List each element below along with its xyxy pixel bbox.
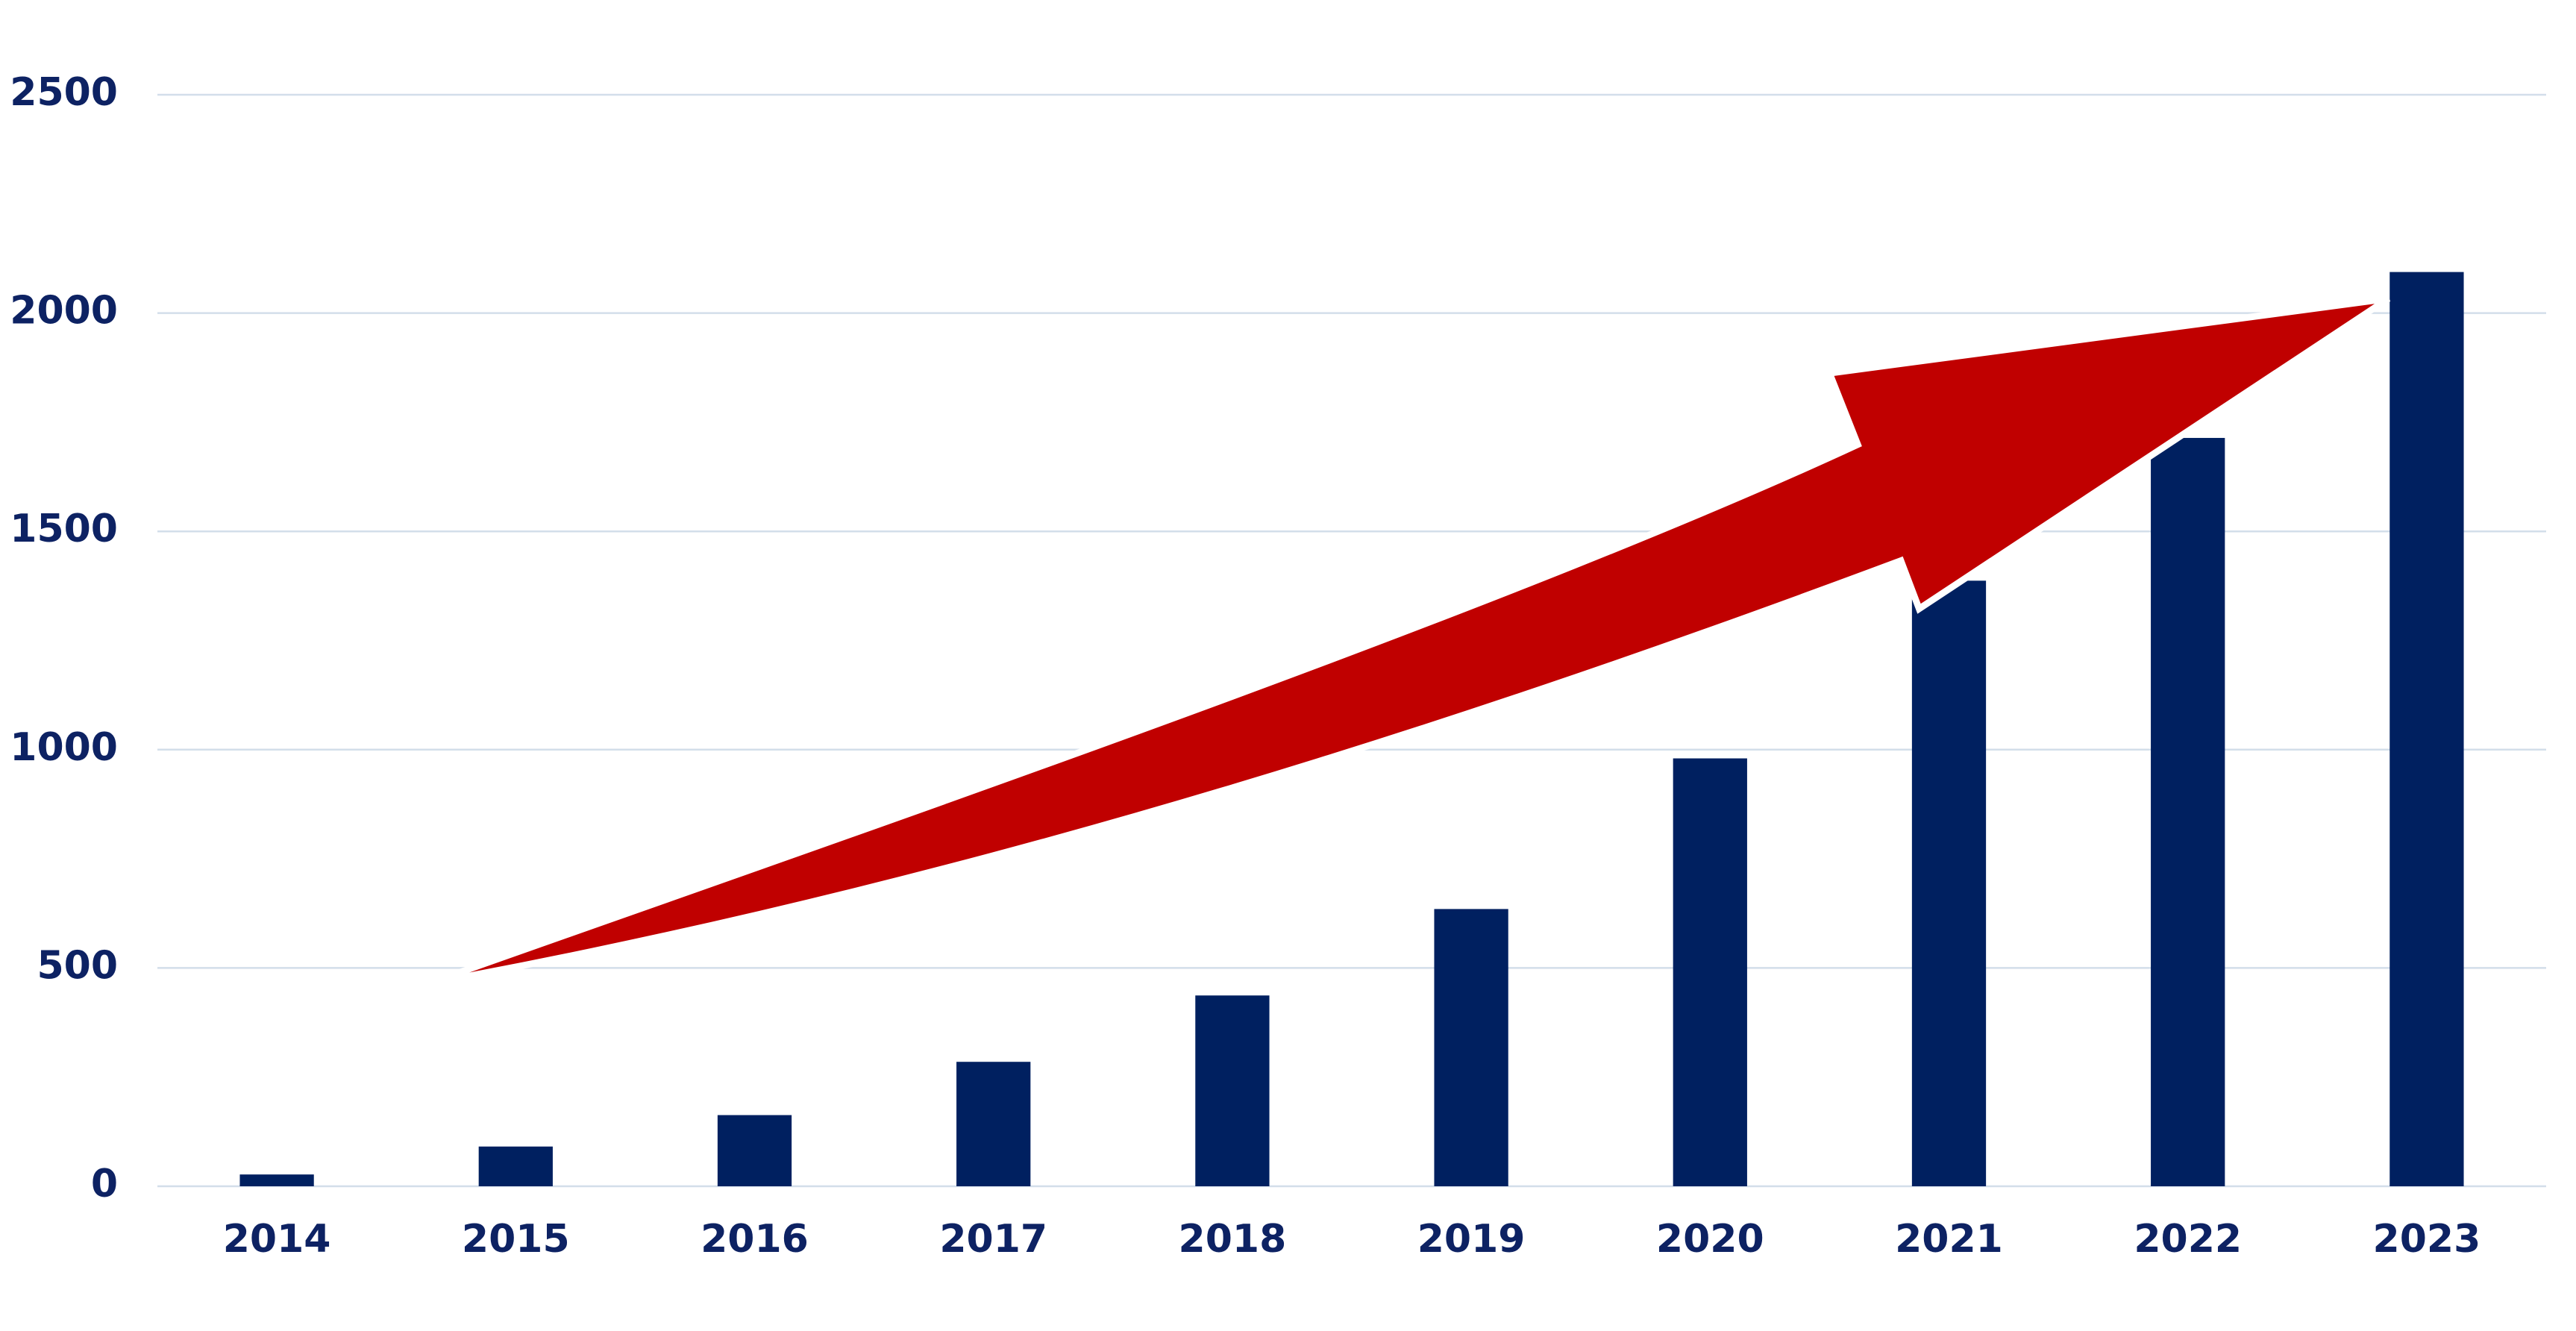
bar xyxy=(2389,272,2464,1186)
x-tick-label: 2014 xyxy=(223,1217,331,1262)
bar xyxy=(717,1115,792,1186)
x-tick-label: 2019 xyxy=(1417,1217,1526,1262)
x-tick-label: 2021 xyxy=(1895,1217,2003,1262)
bar xyxy=(1673,758,1747,1186)
y-tick-label: 1500 xyxy=(10,507,118,551)
y-tick-label: 2000 xyxy=(10,289,118,333)
x-tick-label: 2022 xyxy=(2134,1217,2242,1262)
x-tick-label: 2016 xyxy=(701,1217,809,1262)
bar xyxy=(1911,580,1987,1186)
y-tick-label: 500 xyxy=(37,943,118,988)
bar xyxy=(478,1146,553,1186)
x-tick-label: 2023 xyxy=(2373,1217,2481,1262)
y-tick-label: 2500 xyxy=(10,70,118,115)
arrow xyxy=(427,295,2391,987)
x-tick-label: 2020 xyxy=(1656,1217,1764,1262)
y-tick-label: 0 xyxy=(91,1162,118,1206)
bar xyxy=(2151,437,2225,1186)
plot-area: 0 500 1000 1500 2000 2500 2014 2015 2016 2017 2018… xyxy=(10,70,2546,1262)
bar xyxy=(956,1062,1031,1186)
bar xyxy=(1195,995,1270,1186)
y-tick-label: 1000 xyxy=(10,725,118,770)
bar xyxy=(1434,909,1508,1186)
trend-arrow xyxy=(427,295,2391,987)
bar xyxy=(239,1174,314,1186)
x-tick-label: 2015 xyxy=(462,1217,570,1262)
x-tick-label: 2018 xyxy=(1179,1217,1287,1262)
x-tick-label: 2017 xyxy=(939,1217,1047,1262)
